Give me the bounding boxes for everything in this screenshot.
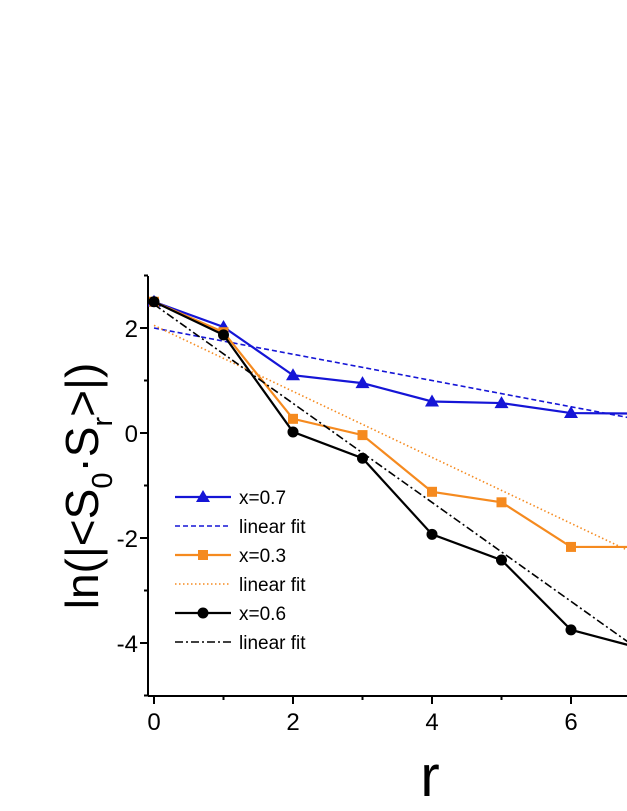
- y-label-sub-r: r: [87, 417, 119, 427]
- y-tick-label-0: 0: [125, 421, 138, 448]
- legend-marker-0: [196, 490, 210, 502]
- legend-marker-4: [197, 607, 209, 619]
- series-1-line: [153, 327, 627, 419]
- x-tick-label-4: 4: [425, 709, 438, 736]
- series-4-point-5: [496, 554, 507, 566]
- series-4-point-1: [218, 329, 229, 341]
- y-tick-label--4: -4: [117, 631, 138, 658]
- x-tick-label-2: 2: [286, 709, 299, 736]
- legend-label-2: x=0.3: [239, 546, 286, 567]
- series-1: [153, 327, 627, 419]
- series-2-point-6: [566, 541, 576, 552]
- series-0-point-3: [355, 376, 370, 389]
- series-4: [148, 296, 627, 646]
- series-0-point-2: [286, 368, 300, 381]
- series-3: [153, 324, 627, 551]
- series-0-point-6: [564, 406, 578, 419]
- x-tick-label-6: 6: [564, 709, 577, 736]
- series-2-point-3: [357, 430, 368, 441]
- legend-label-0: x=0.7: [239, 488, 286, 509]
- series-4-point-0: [148, 296, 160, 308]
- ticks: 0 2 4 6 -4 -2 0 2: [117, 274, 578, 736]
- series-0-point-5: [494, 396, 509, 409]
- series-4-point-6: [565, 624, 577, 636]
- legend-label-1: linear fit: [239, 517, 306, 538]
- y-tick-label--2: -2: [117, 526, 138, 553]
- series-4-line: [153, 300, 627, 646]
- legend-marker-2: [198, 550, 208, 560]
- series-0-point-4: [425, 394, 439, 407]
- legend-label-4: x=0.6: [239, 604, 286, 625]
- series-0-line: [153, 300, 627, 415]
- x-tick-label-0: 0: [147, 709, 160, 736]
- series-4-point-4: [426, 528, 438, 540]
- series-layer: [148, 294, 627, 646]
- series-5: [153, 303, 627, 643]
- series-4-point-2: [287, 426, 299, 438]
- series-5-line: [153, 303, 627, 643]
- y-label-part-3: >|): [56, 363, 108, 417]
- y-axis-label: ln(|<S0·Sr>|): [56, 363, 119, 610]
- series-2-point-5: [496, 497, 507, 508]
- x-axis-label: r: [420, 744, 439, 809]
- legend-label-3: linear fit: [239, 575, 306, 596]
- y-tick-label-2: 2: [125, 316, 138, 343]
- legend-label-5: linear fit: [239, 633, 306, 654]
- series-2-point-2: [288, 413, 298, 424]
- series-4-point-3: [357, 452, 368, 464]
- series-2-line: [153, 300, 627, 549]
- y-label-part-2: ·S: [56, 427, 108, 473]
- legend: x=0.7 linear fit x=0.3 linear fit x=0.6 linea…: [175, 488, 306, 654]
- y-label-sub-0: 0: [87, 473, 119, 489]
- series-3-line: [153, 324, 627, 551]
- series-2-point-4: [427, 486, 437, 497]
- y-label-part-1: ln(|<S: [56, 489, 108, 610]
